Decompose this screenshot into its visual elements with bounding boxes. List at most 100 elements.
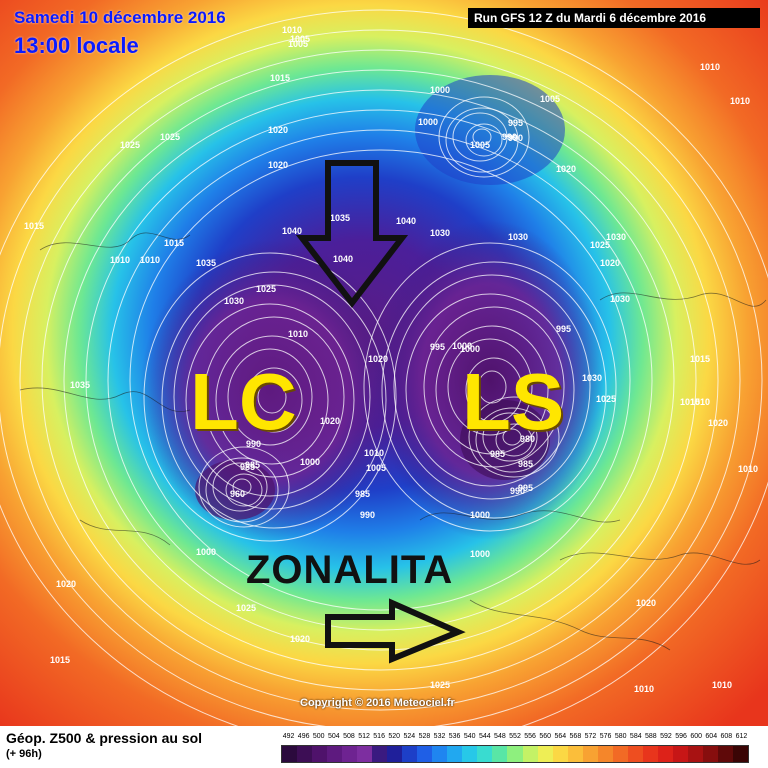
scale-swatch <box>612 746 628 762</box>
pressure-label: 1010 <box>288 329 308 339</box>
isobar <box>41 69 719 691</box>
pressure-label: 1040 <box>333 254 353 264</box>
pressure-label: 1040 <box>282 226 302 236</box>
isobar <box>502 428 522 446</box>
pressure-label: 995 <box>556 324 571 334</box>
scale-label: 596 <box>675 733 687 740</box>
color-scale-labels: 492 496 500 504 508 512 516 520 524 528 532 536 540 5… <box>281 733 749 743</box>
isobar <box>438 96 530 178</box>
pressure-label: 1020 <box>708 418 728 428</box>
scale-label: 540 <box>463 733 476 740</box>
isobar <box>468 396 560 478</box>
scale-swatch <box>702 746 718 762</box>
pressure-label: 1020 <box>290 634 310 644</box>
arrow-down <box>295 160 409 308</box>
pressure-label: 1015 <box>680 397 700 407</box>
pressure-label: 1025 <box>590 240 610 250</box>
pressure-label: 1030 <box>224 296 244 306</box>
scale-swatch <box>297 746 313 762</box>
geopotential-map-canvas: 1010100510151020102510201015101010151035… <box>0 0 768 726</box>
pressure-label: 1020 <box>56 579 76 589</box>
pressure-label: 990 <box>508 133 523 143</box>
copyright-text: Copyright © 2016 Meteociel.fr <box>300 697 455 709</box>
scale-swatch <box>447 746 463 762</box>
scale-swatch <box>372 746 388 762</box>
pressure-label: 985 <box>518 459 533 469</box>
pressure-label: 1000 <box>300 457 320 467</box>
isobar <box>0 29 763 726</box>
scale-swatch <box>357 746 373 762</box>
scale-swatch <box>627 746 643 762</box>
pressure-label: 1020 <box>368 354 388 364</box>
isobar <box>225 473 263 507</box>
pressure-label: 990 <box>510 486 525 496</box>
pressure-label: 1000 <box>470 510 490 520</box>
isobar <box>19 49 741 711</box>
scale-swatch <box>642 746 658 762</box>
pressure-label: 1010 <box>110 255 130 265</box>
scale-label: 544 <box>478 733 491 740</box>
scale-label: 556 <box>524 733 536 740</box>
scale-label: 512 <box>358 733 370 740</box>
isobar <box>143 252 397 542</box>
pressure-label: 1035 <box>196 258 216 268</box>
scale-label: 568 <box>569 733 582 740</box>
isobar <box>0 9 768 726</box>
isobar <box>495 423 533 457</box>
isobar <box>423 306 565 468</box>
scale-label: 536 <box>448 733 461 740</box>
coastline <box>79 519 171 546</box>
pressure-label: 1015 <box>690 354 710 364</box>
isobar <box>212 462 268 512</box>
scale-swatch <box>477 746 493 762</box>
scale-swatch <box>687 746 703 762</box>
pressure-label: 1010 <box>738 464 758 474</box>
coastline <box>469 599 671 651</box>
scale-swatch <box>717 746 733 762</box>
pressure-label: 1010 <box>140 255 160 265</box>
isobar <box>161 271 387 529</box>
isobar <box>257 380 287 414</box>
scale-label: 508 <box>343 733 355 740</box>
pressure-label: 980 <box>520 434 535 444</box>
isobar <box>227 348 313 446</box>
isobar <box>232 478 252 496</box>
scale-label: 528 <box>418 733 431 740</box>
annotation-zonalita: ZONALITA <box>246 548 454 592</box>
scale-swatch <box>537 746 553 762</box>
scale-swatch <box>567 746 583 762</box>
scale-label: 576 <box>599 733 612 740</box>
pressure-label: 1025 <box>120 140 140 150</box>
scale-label: 504 <box>327 733 340 740</box>
forecast-date: Samedi 10 décembre 2016 <box>14 8 226 27</box>
scale-swatch <box>387 746 403 762</box>
pressure-label: 1020 <box>268 160 288 170</box>
isobar <box>107 129 653 631</box>
scale-swatch <box>282 746 298 762</box>
product-title: Géop. Z500 & pression au sol <box>6 730 203 746</box>
isobar <box>198 446 290 528</box>
isobar <box>445 107 519 173</box>
scale-label: 532 <box>433 733 446 740</box>
annotation-lc: LC <box>190 357 297 446</box>
scale-label: 600 <box>690 733 702 740</box>
pressure-label: 990 <box>502 132 517 142</box>
isobar <box>405 293 575 487</box>
legend-bar: Géop. Z500 & pression au sol (+ 96h) 492… <box>0 726 768 768</box>
scale-swatch <box>402 746 418 762</box>
pressure-label: 1010 <box>700 62 720 72</box>
pressure-label: 1005 <box>288 39 308 49</box>
pressure-label: 1035 <box>70 380 90 390</box>
pressure-label: 1010 <box>282 25 302 35</box>
scale-label: 608 <box>720 733 733 740</box>
isobar <box>215 335 329 465</box>
annotation-ls: LS <box>462 357 565 446</box>
scale-swatch <box>492 746 508 762</box>
pressure-label: 1025 <box>236 603 256 613</box>
pressure-label: 1030 <box>606 232 626 242</box>
scale-swatch <box>582 746 598 762</box>
scale-label: 604 <box>705 733 718 740</box>
isobar <box>203 316 345 478</box>
pressure-label: 1020 <box>556 164 576 174</box>
coastline-lines <box>19 232 767 651</box>
